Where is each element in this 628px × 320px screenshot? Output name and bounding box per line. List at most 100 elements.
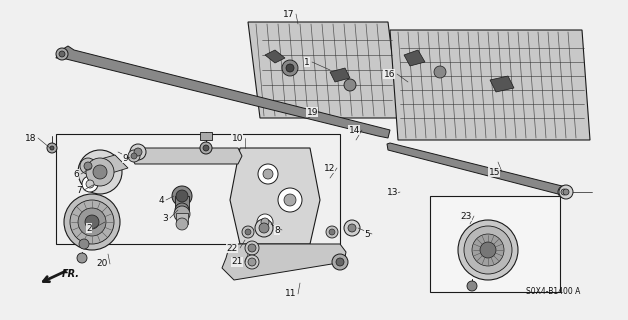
Circle shape: [174, 206, 190, 222]
Polygon shape: [330, 68, 350, 82]
Circle shape: [458, 220, 518, 280]
Circle shape: [558, 186, 570, 198]
Text: 2: 2: [87, 223, 92, 233]
Circle shape: [255, 219, 273, 237]
Circle shape: [203, 145, 209, 151]
Circle shape: [284, 194, 296, 206]
Circle shape: [77, 253, 87, 263]
Circle shape: [56, 48, 68, 60]
Circle shape: [47, 143, 57, 153]
Polygon shape: [131, 148, 242, 164]
Circle shape: [434, 66, 446, 78]
Circle shape: [348, 224, 356, 232]
Circle shape: [344, 220, 360, 236]
Circle shape: [176, 218, 188, 230]
Text: 12: 12: [323, 164, 335, 172]
Text: 4: 4: [158, 196, 164, 204]
Circle shape: [86, 180, 94, 188]
Polygon shape: [404, 50, 425, 66]
Circle shape: [563, 189, 569, 195]
Circle shape: [134, 148, 142, 156]
Text: 15: 15: [489, 167, 500, 177]
Circle shape: [128, 150, 140, 162]
Text: 9: 9: [122, 154, 128, 163]
Circle shape: [79, 239, 89, 249]
Polygon shape: [56, 134, 340, 244]
Circle shape: [278, 188, 302, 212]
Polygon shape: [90, 155, 128, 175]
Circle shape: [286, 64, 294, 72]
Polygon shape: [390, 30, 590, 140]
Circle shape: [78, 150, 122, 194]
Text: 11: 11: [284, 290, 296, 299]
Circle shape: [336, 258, 344, 266]
Circle shape: [258, 164, 278, 184]
Circle shape: [259, 223, 269, 233]
Circle shape: [257, 214, 273, 230]
Polygon shape: [175, 196, 189, 210]
Text: 10: 10: [232, 133, 243, 142]
Polygon shape: [490, 76, 514, 92]
Circle shape: [50, 146, 54, 150]
Circle shape: [70, 200, 114, 244]
Text: 22: 22: [227, 244, 238, 252]
Text: 1: 1: [304, 58, 310, 67]
Circle shape: [172, 186, 192, 206]
Circle shape: [86, 158, 114, 186]
Polygon shape: [56, 46, 390, 138]
Circle shape: [64, 194, 120, 250]
Circle shape: [245, 229, 251, 235]
Circle shape: [467, 281, 477, 291]
Circle shape: [93, 165, 107, 179]
Circle shape: [329, 229, 335, 235]
Circle shape: [78, 208, 106, 236]
Text: 13: 13: [386, 188, 398, 196]
FancyBboxPatch shape: [430, 196, 560, 292]
Circle shape: [245, 241, 259, 255]
Circle shape: [80, 158, 96, 174]
Text: FR.: FR.: [62, 269, 80, 279]
Circle shape: [175, 203, 189, 217]
Circle shape: [344, 79, 356, 91]
Text: S0X4-B1400 A: S0X4-B1400 A: [526, 287, 580, 297]
Circle shape: [472, 234, 504, 266]
Text: 18: 18: [24, 133, 36, 142]
Circle shape: [131, 153, 137, 159]
Circle shape: [263, 169, 273, 179]
Circle shape: [561, 189, 567, 195]
Text: 23: 23: [460, 212, 472, 220]
Circle shape: [326, 226, 338, 238]
Polygon shape: [230, 148, 320, 244]
Text: 3: 3: [162, 213, 168, 222]
Circle shape: [464, 226, 512, 274]
Polygon shape: [248, 22, 400, 118]
Circle shape: [282, 60, 298, 76]
Polygon shape: [265, 50, 285, 63]
Circle shape: [176, 190, 188, 202]
Polygon shape: [387, 143, 570, 196]
Text: 20: 20: [97, 260, 108, 268]
Circle shape: [248, 258, 256, 266]
Circle shape: [242, 226, 254, 238]
Text: 8: 8: [274, 226, 280, 235]
Text: 6: 6: [73, 170, 79, 179]
Circle shape: [480, 242, 496, 258]
Text: 21: 21: [232, 258, 243, 267]
Circle shape: [261, 218, 269, 226]
Circle shape: [559, 185, 573, 199]
Circle shape: [84, 162, 92, 170]
Circle shape: [245, 255, 259, 269]
Circle shape: [59, 51, 65, 57]
Text: 17: 17: [283, 10, 294, 19]
Circle shape: [82, 176, 98, 192]
Text: 16: 16: [384, 69, 395, 78]
Text: 14: 14: [349, 125, 360, 134]
Polygon shape: [176, 213, 188, 224]
Text: 5: 5: [364, 229, 370, 238]
Circle shape: [332, 254, 348, 270]
Circle shape: [85, 215, 99, 229]
Circle shape: [200, 142, 212, 154]
Circle shape: [248, 244, 256, 252]
Circle shape: [130, 144, 146, 160]
Text: 7: 7: [76, 186, 82, 195]
